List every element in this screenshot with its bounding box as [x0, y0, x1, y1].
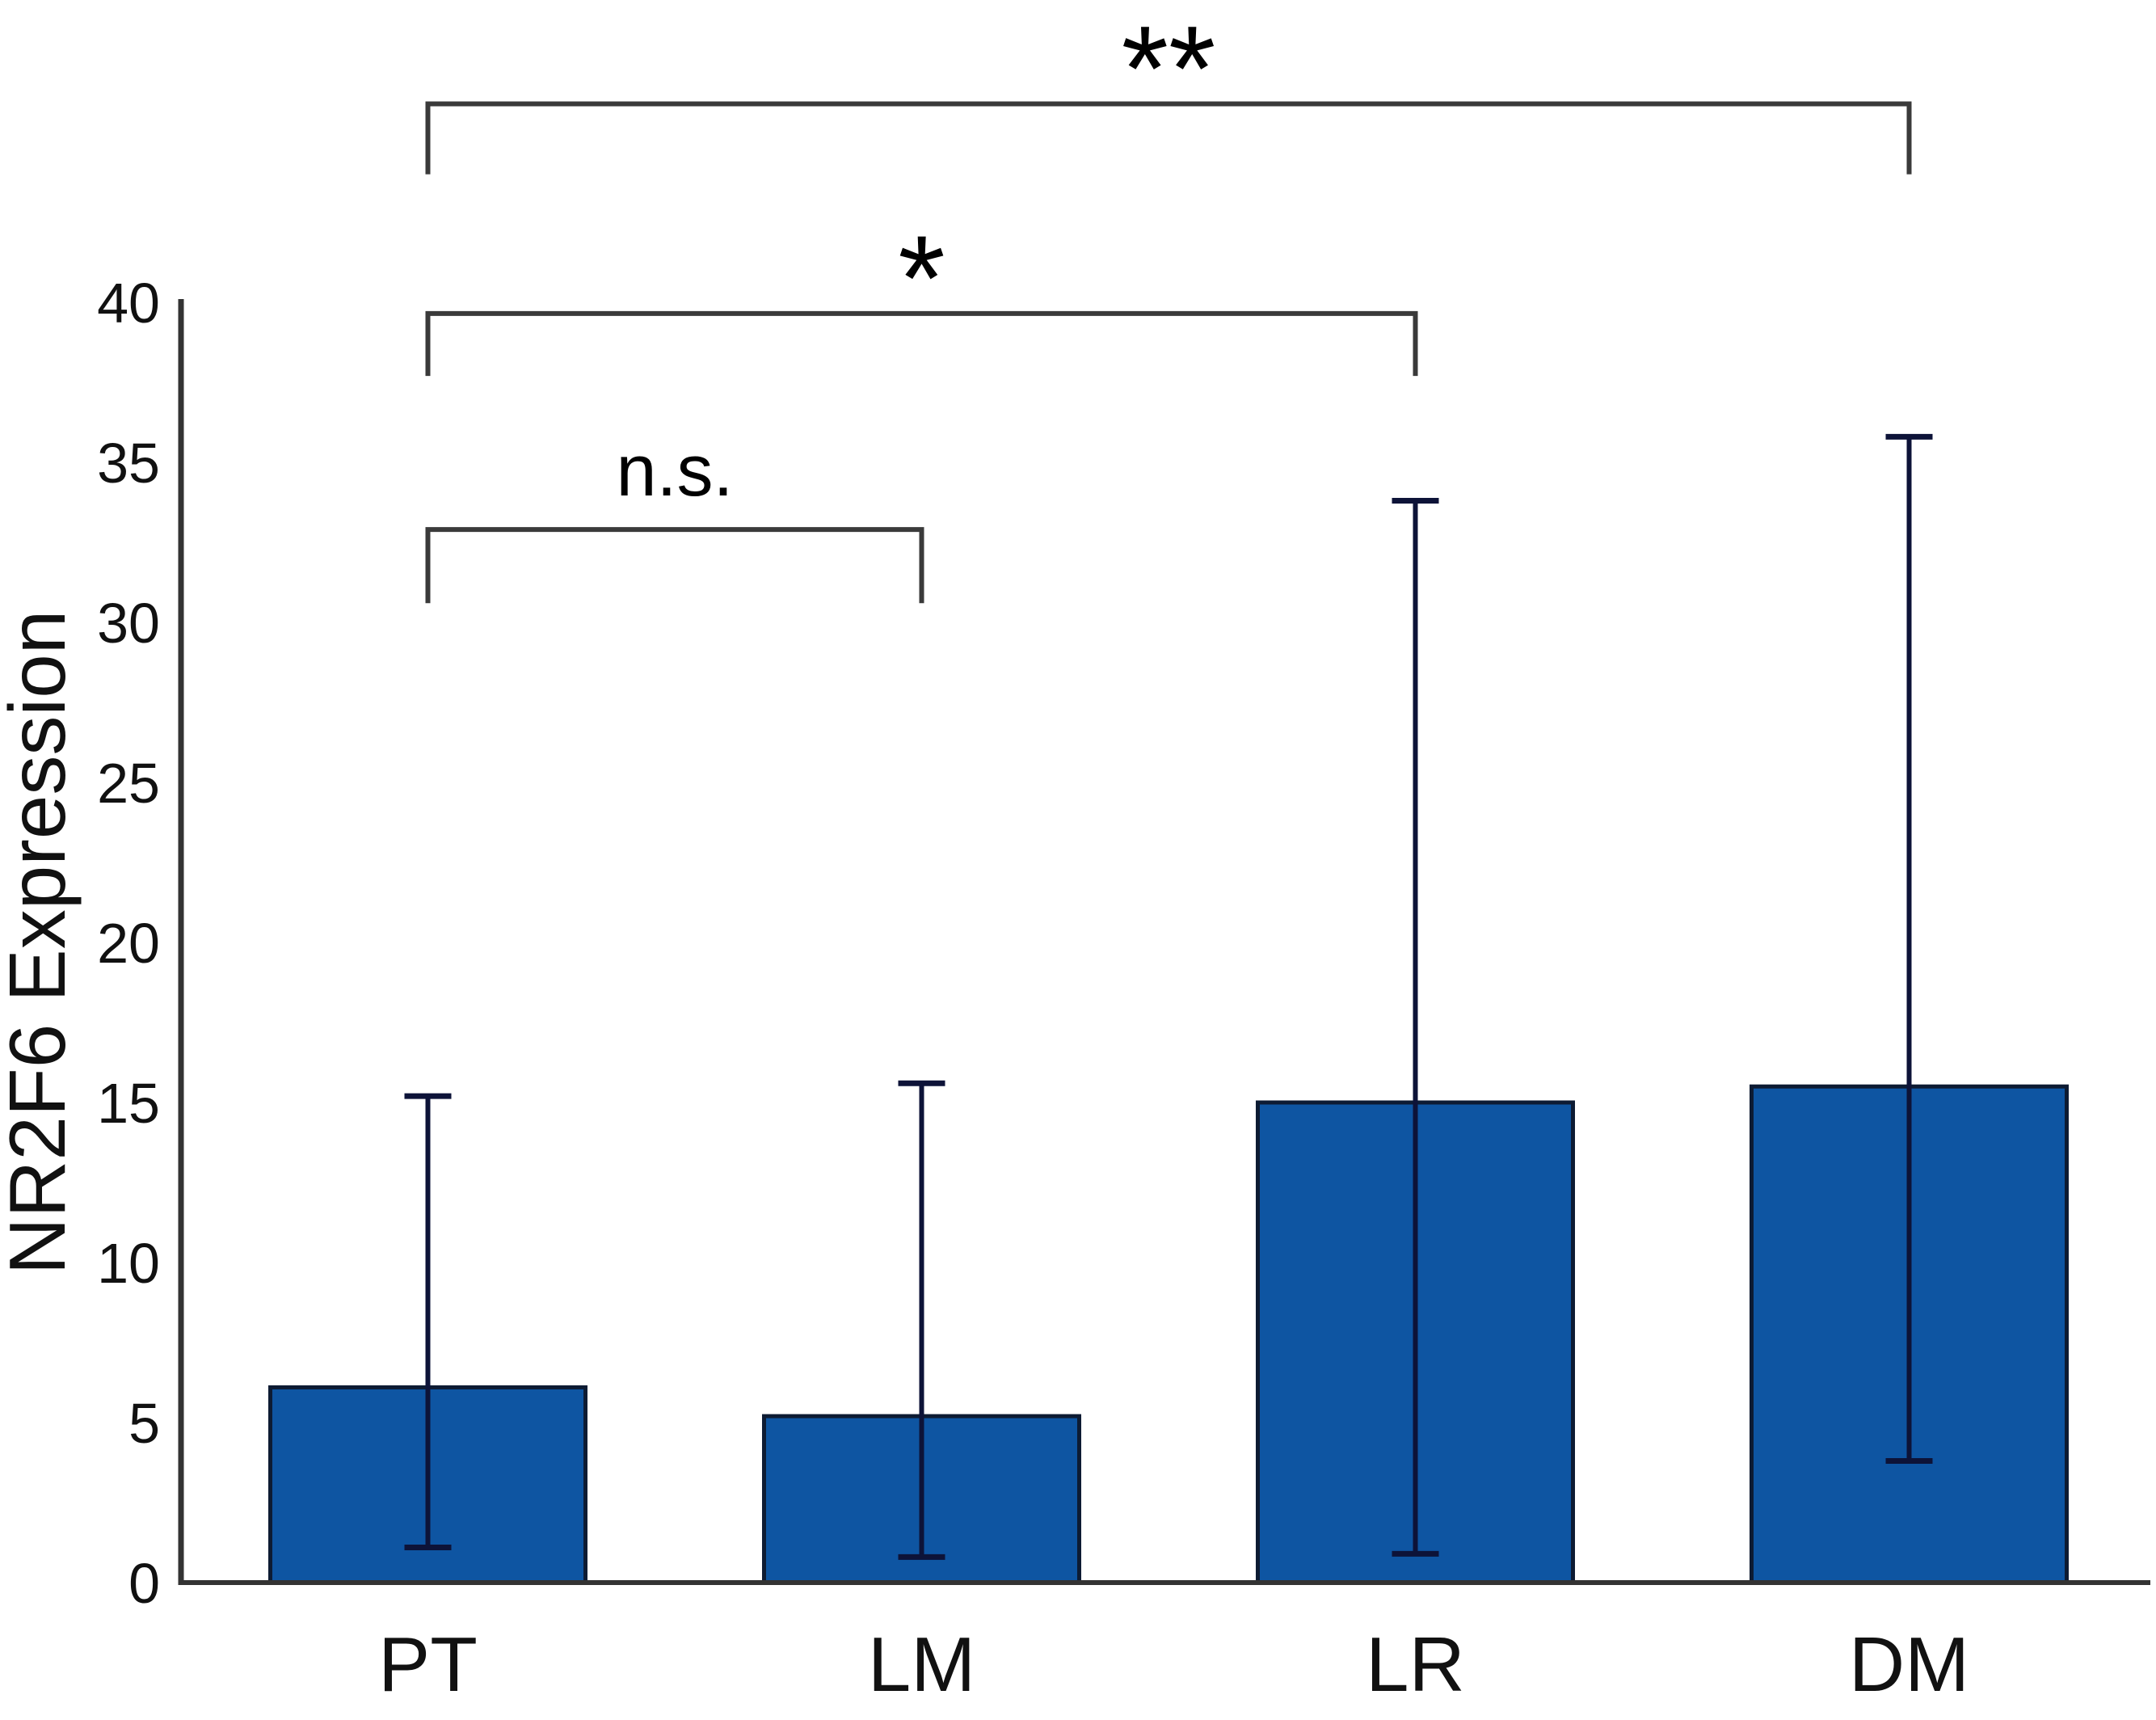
significance-layer: n.s.***	[425, 0, 1912, 604]
sig-bracket-PT-LR	[425, 310, 1418, 377]
category-label-LM: LM	[868, 1621, 975, 1708]
y-tick-label-30: 30	[97, 592, 160, 655]
sig-label-PT-DM: **	[1122, 0, 1216, 136]
axes-layer	[178, 299, 2150, 1585]
error-bar-DM	[1885, 433, 1933, 1465]
y-axis-title: NR2F6 Expression	[0, 610, 82, 1275]
bars-layer	[268, 1084, 2069, 1585]
sig-bracket-path	[425, 310, 1418, 377]
y-tick-label-15: 15	[97, 1072, 160, 1135]
category-label-DM: DM	[1849, 1621, 1969, 1708]
sig-bracket-path	[425, 101, 1912, 175]
error-bars-layer	[404, 433, 1933, 1560]
sig-bracket-PT-DM	[425, 101, 1912, 175]
error-bar-PT	[404, 1093, 452, 1550]
y-tick-label-20: 20	[97, 912, 160, 975]
sig-bracket-PT-LM	[425, 527, 924, 604]
sig-label-PT-LM: n.s.	[616, 431, 733, 512]
y-tick-label-0: 0	[128, 1552, 160, 1615]
tick-labels-layer: 0 5 10 15 20 25 30 35 40	[97, 272, 160, 1615]
error-bar-LM	[898, 1080, 945, 1560]
error-bar-LR	[1392, 498, 1439, 1557]
sig-label-PT-LR: *	[898, 210, 945, 346]
category-label-PT: PT	[378, 1621, 478, 1708]
y-tick-label-25: 25	[97, 752, 160, 815]
category-labels-layer: PT LM LR DM	[378, 1621, 1969, 1708]
sig-bracket-path	[425, 527, 924, 604]
category-label-LR: LR	[1366, 1621, 1465, 1708]
y-tick-label-35: 35	[97, 432, 160, 495]
y-tick-label-10: 10	[97, 1232, 160, 1295]
y-tick-label-40: 40	[97, 272, 160, 335]
y-tick-label-5: 5	[128, 1392, 160, 1455]
